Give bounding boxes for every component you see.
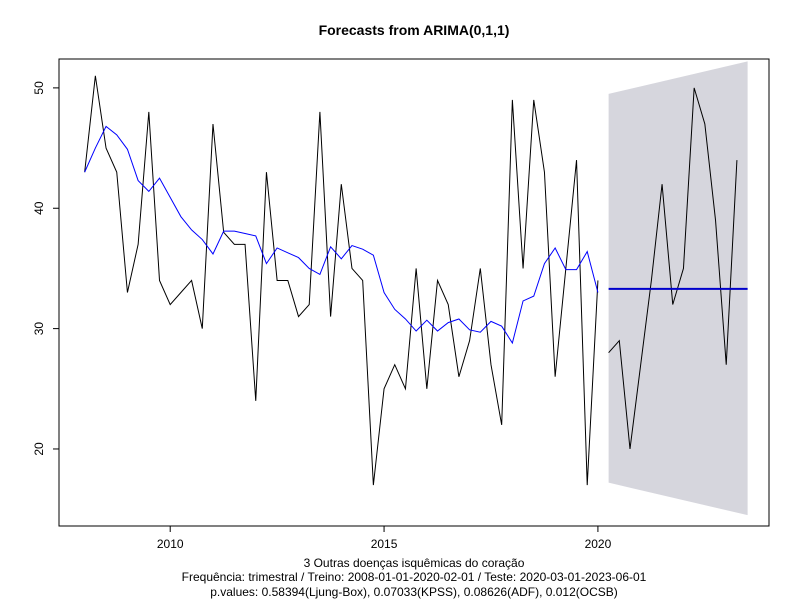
x-axis: 2010 2015 2020 <box>157 526 612 551</box>
chart-title: Forecasts from ARIMA(0,1,1) <box>319 22 510 38</box>
x-tick-label: 2020 <box>585 537 612 551</box>
y-axis: 20 30 40 50 <box>32 81 59 456</box>
x-tick-label: 2010 <box>157 537 184 551</box>
y-tick-label: 30 <box>32 322 46 336</box>
fitted-series-line <box>84 125 599 345</box>
y-tick-label: 50 <box>32 81 46 95</box>
test-series-line <box>608 87 738 450</box>
x-axis-label: 3 Outras doenças isquêmicas do coração <box>304 556 525 570</box>
plot-frame <box>58 58 770 527</box>
series-layer <box>84 75 738 486</box>
x-tick-label: 2015 <box>371 537 398 551</box>
caption-line-1: Frequência: trimestral / Treino: 2008-01… <box>182 570 647 584</box>
y-tick-label: 20 <box>32 442 46 456</box>
y-tick-label: 40 <box>32 201 46 215</box>
observed-series-line <box>84 75 599 486</box>
caption-line-2: p.values: 0.58394(Ljung-Box), 0.07033(KP… <box>210 585 618 599</box>
